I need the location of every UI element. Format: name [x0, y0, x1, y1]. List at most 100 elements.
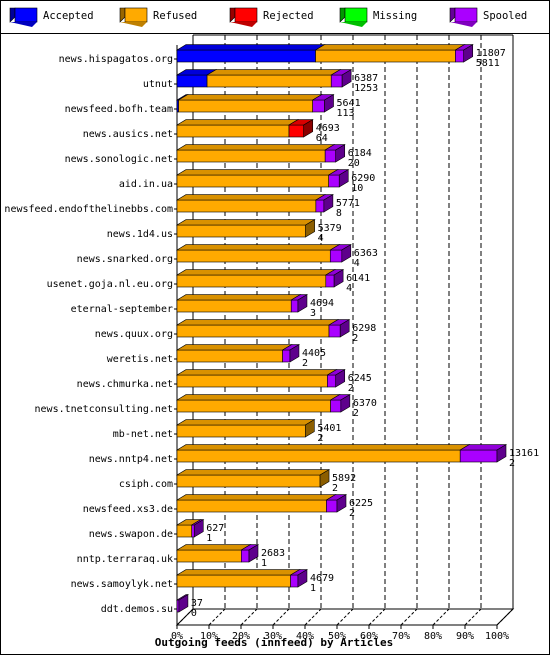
bar-total-label: 6184 — [348, 148, 372, 159]
bar-total-label: 6363 — [354, 248, 378, 259]
floor-grid — [432, 608, 450, 626]
floor-grid — [304, 608, 322, 626]
legend: Accepted Refused Rejected Missing Spooled — [9, 7, 527, 27]
bar-segment-spooled — [290, 574, 299, 588]
category-label: news.tnetconsulting.net — [35, 404, 173, 415]
bar-top-refused — [175, 219, 316, 226]
bar-total-label: 4693 — [316, 123, 340, 134]
x-tick-label: 20% — [232, 631, 250, 642]
bar-total-label: 6225 — [349, 498, 373, 509]
bar-top-refused — [175, 294, 302, 301]
bar-segment-spooled — [241, 549, 250, 563]
category-label: news.quux.org — [95, 329, 173, 340]
bar-total-label: 5641 — [337, 98, 361, 109]
bar-segment-spooled — [459, 449, 498, 463]
bar-total-label: 4405 — [302, 348, 326, 359]
bar-side-spooled — [341, 244, 352, 263]
x-tick-label: 40% — [296, 631, 314, 642]
bar-total-label: 5771 — [336, 198, 360, 209]
bar-segment-spooled — [328, 174, 340, 188]
bar-segment-refused — [176, 549, 242, 563]
bar-secondary-label: 1253 — [354, 83, 378, 94]
bar-top-refused — [175, 169, 339, 176]
category-label: news.chmurka.net — [77, 379, 173, 390]
bar-top-refused — [175, 494, 337, 501]
category-label: aid.in.ua — [119, 179, 173, 190]
bar-secondary-label: 2 — [349, 508, 355, 519]
bar-segment-refused — [315, 49, 456, 63]
bar-total-label: 5892 — [332, 473, 356, 484]
floor-grid — [208, 608, 226, 626]
bar-segment-refused — [176, 374, 328, 388]
bar-top-refused — [175, 394, 341, 401]
bar-secondary-label: 8 — [336, 208, 342, 219]
legend-swatch — [454, 7, 478, 23]
bar-top-refused — [175, 194, 326, 201]
bar-side-spooled — [297, 569, 308, 588]
category-label: mb-net.net — [113, 429, 173, 440]
legend-swatch — [14, 7, 38, 23]
bar-total-label: 6141 — [346, 273, 370, 284]
bar-top-refused — [175, 319, 340, 326]
bar-segment-refused — [176, 349, 283, 363]
category-label: news.sonologic.net — [65, 154, 173, 165]
bar-top-refused — [175, 469, 331, 476]
floor-grid — [240, 608, 258, 626]
bar-total-label: 6245 — [348, 373, 372, 384]
bar-top-refused — [175, 344, 293, 351]
bar-segment-refused — [176, 324, 330, 338]
category-label: newsfeed.xs3.de — [83, 504, 173, 515]
bar-secondary-label: 2 — [352, 333, 358, 344]
bar-total-label: 5379 — [318, 223, 342, 234]
bar-segment-spooled — [330, 399, 342, 413]
bar-segment-spooled — [290, 299, 299, 313]
bar-segment-refused — [176, 499, 327, 513]
category-label: news.hispagatos.org — [59, 54, 173, 65]
bar-side-spooled — [324, 94, 334, 113]
bar-segment-spooled — [315, 199, 325, 213]
category-label: weretis.net — [107, 354, 173, 365]
category-label: utnut — [143, 79, 173, 90]
bar-side-spooled — [340, 394, 351, 413]
plot-area: 0% 10% 20% 30% 40% 50% 60% 70% 80% 90% 100% news.hi… — [4, 34, 539, 642]
bar-segment-refused — [176, 524, 193, 538]
bar-segment-refused — [176, 224, 306, 238]
category-label: newsfeed.bofh.team — [65, 104, 173, 115]
bar-total-label: 627 — [206, 523, 224, 534]
category-label: ddt.demos.su — [101, 604, 173, 615]
bar-side-refused — [305, 419, 315, 438]
legend-swatch-bottom — [450, 22, 477, 27]
bar-secondary-label: 10 — [351, 183, 363, 194]
x-tick-label: 60% — [360, 631, 378, 642]
bar-segment-spooled — [282, 349, 291, 363]
category-label: news.1d4.us — [107, 229, 173, 240]
bar-top-refused — [175, 119, 300, 126]
bar-secondary-label: 2 — [332, 483, 338, 494]
bar-total-label: 37 — [191, 598, 203, 609]
legend-label: Missing — [373, 10, 417, 22]
category-label: csiph.com — [119, 479, 173, 490]
floor-grid — [336, 608, 354, 626]
bar-segment-refused — [176, 399, 331, 413]
floor-grid — [272, 608, 290, 626]
bar-segment-refused — [176, 574, 291, 588]
bar-segment-spooled — [329, 249, 343, 263]
legend-swatch-bottom — [340, 22, 367, 27]
bar-top-refused — [175, 269, 336, 276]
bar-segment-spooled — [325, 274, 335, 288]
bar-secondary-label: 4 — [346, 283, 352, 294]
bar-secondary-label: 2 — [509, 458, 515, 469]
bar-segment-refused — [206, 74, 332, 88]
category-label: news.nntp4.net — [89, 454, 173, 465]
floor-grid — [400, 608, 418, 626]
bar-side-refused — [319, 469, 330, 488]
bar-secondary-label: 0 — [191, 608, 197, 619]
legend-swatch-bottom — [10, 22, 37, 27]
bar-side-spooled — [338, 169, 349, 188]
bar-top-refused — [175, 144, 336, 151]
bar-segment-refused — [176, 474, 321, 488]
bar-segment-refused — [176, 274, 327, 288]
legend-label: Spooled — [483, 10, 527, 22]
bar-total-label: 6290 — [351, 173, 375, 184]
bar-segment-refused — [176, 424, 306, 438]
